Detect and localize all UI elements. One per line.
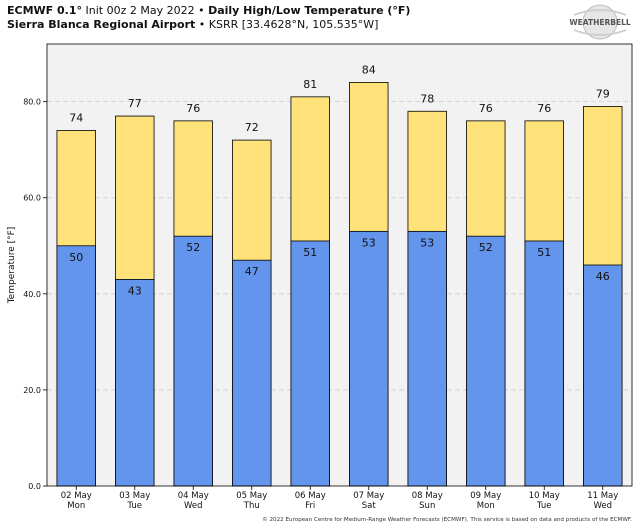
header-line-1: ECMWF 0.1° Init 00z 2 May 2022 • Daily H…	[7, 4, 547, 18]
low-temp-bar	[583, 264, 623, 487]
high-temp-label: 84	[362, 63, 376, 76]
y-axis-ticks: 0.0 20.0 40.0 60.0 80.0	[23, 98, 47, 491]
x-tick-label-date: 06 May	[295, 491, 326, 501]
x-tick-label-date: 08 May	[412, 491, 443, 501]
low-temp-label: 52	[479, 241, 493, 254]
low-temp-label: 50	[69, 251, 83, 264]
high-temp-label: 81	[303, 78, 317, 91]
y-tick-label: 60.0	[23, 194, 41, 203]
low-temp-bar	[466, 235, 506, 487]
x-tick-label-date: 10 May	[529, 491, 560, 501]
x-tick-label-day: Tue	[536, 501, 552, 511]
x-tick-label-day: Sat	[362, 501, 377, 511]
y-axis-label: Temperature [°F]	[7, 227, 17, 305]
high-temp-label: 77	[128, 97, 142, 110]
x-tick-label-day: Mon	[477, 501, 495, 511]
header-line-2: Sierra Blanca Regional Airport • KSRR [3…	[7, 18, 547, 32]
low-temp-label: 52	[186, 241, 200, 254]
y-tick-label: 80.0	[23, 98, 41, 107]
bullet-separator: •	[198, 4, 205, 17]
high-temp-label: 76	[186, 102, 200, 115]
x-tick-label-day: Wed	[184, 501, 203, 511]
low-temp-label: 53	[420, 236, 434, 249]
low-temp-bar	[173, 235, 213, 487]
y-tick-label: 40.0	[23, 290, 41, 299]
low-temp-label: 51	[303, 246, 317, 259]
low-temp-label: 43	[128, 284, 142, 297]
high-temp-label: 74	[69, 111, 83, 124]
x-tick-label-date: 11 May	[587, 491, 618, 501]
high-temp-label: 76	[479, 102, 493, 115]
x-tick-label-date: 04 May	[178, 491, 209, 501]
x-tick-label-date: 05 May	[236, 491, 267, 501]
logo-text: WEATHERBELL	[569, 18, 631, 27]
bars-group: 74 50 77 43 76 52 72 47 81 51 84 53 78 53 76 52 76 51 79 46	[56, 63, 623, 487]
y-tick-label: 20.0	[23, 386, 41, 395]
low-temp-bar	[524, 240, 564, 487]
low-temp-bar	[349, 230, 389, 487]
station-info: KSRR [33.4628°N, 105.535°W]	[208, 18, 379, 31]
low-temp-label: 47	[245, 265, 259, 278]
location-name: Sierra Blanca Regional Airport	[7, 18, 196, 31]
x-tick-label-day: Fri	[305, 501, 315, 511]
x-tick-label-date: 03 May	[119, 491, 150, 501]
x-tick-label-day: Mon	[67, 501, 85, 511]
low-temp-bar	[232, 259, 272, 487]
x-tick-label-date: 02 May	[61, 491, 92, 501]
bullet-separator: •	[198, 18, 206, 31]
x-tick-label-date: 07 May	[353, 491, 384, 501]
x-tick-label-day: Wed	[593, 501, 612, 511]
high-temp-label: 76	[537, 102, 551, 115]
x-tick-label-day: Thu	[243, 501, 260, 511]
chart-title: Daily High/Low Temperature (°F)	[208, 4, 411, 17]
plot-frame	[46, 43, 633, 487]
copyright-footer: © 2022 European Centre for Medium-Range …	[262, 517, 632, 523]
init-time: Init 00z 2 May 2022	[85, 4, 195, 17]
x-tick-label-date: 09 May	[470, 491, 501, 501]
high-temp-label: 79	[596, 87, 610, 100]
low-temp-bar	[407, 230, 447, 487]
chart-header: ECMWF 0.1° Init 00z 2 May 2022 • Daily H…	[7, 4, 547, 32]
model-name: ECMWF 0.1°	[7, 4, 82, 17]
high-temp-label: 72	[245, 121, 259, 134]
low-temp-bar	[290, 240, 330, 487]
low-temp-bar	[115, 279, 155, 487]
low-temp-label: 51	[537, 246, 551, 259]
low-temp-label: 46	[596, 270, 610, 283]
low-temp-label: 53	[362, 236, 376, 249]
y-tick-label: 0.0	[28, 482, 41, 491]
weatherbell-logo-icon: WEATHERBELL	[569, 4, 631, 40]
x-tick-label-day: Sun	[419, 501, 435, 511]
high-temp-label: 78	[420, 92, 434, 105]
x-tick-label-day: Tue	[126, 501, 142, 511]
low-temp-bar	[56, 245, 96, 487]
